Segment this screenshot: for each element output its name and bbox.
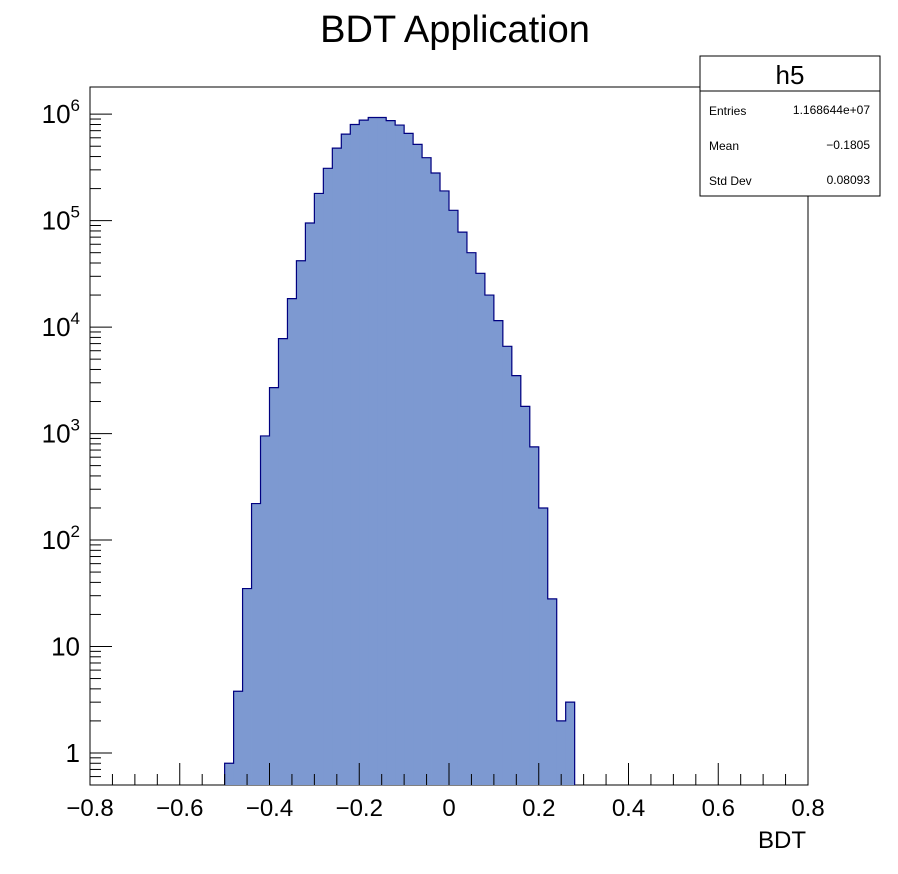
x-tick-label: 0: [442, 795, 455, 822]
histogram-bin: [377, 117, 387, 785]
histogram-bin: [350, 124, 360, 786]
histogram-bin: [359, 120, 369, 786]
histogram-bin: [368, 117, 378, 785]
histogram-bin: [529, 446, 540, 785]
x-axis-label: BDT: [758, 827, 806, 854]
histogram-bin: [413, 144, 423, 785]
histogram-bin: [466, 252, 477, 785]
histogram-bin: [493, 320, 504, 785]
histogram-bin: [422, 157, 432, 785]
y-tick-label: 106: [42, 96, 80, 129]
histogram-bin: [565, 702, 576, 785]
y-tick-label: 1: [66, 738, 80, 768]
histogram-bin: [440, 190, 450, 785]
histogram-bin: [395, 125, 405, 785]
axes: −0.8 −0.6 −0.4 −0.2 0 0.2 0.4 0.6 0.8 1 10 102 103 10…: [42, 96, 825, 822]
x-tick-label: 0.8: [791, 795, 824, 822]
histogram-bin: [251, 503, 261, 785]
stats-stddev-label: Std Dev: [709, 174, 752, 188]
x-tick-label: 0.6: [702, 795, 735, 822]
y-tick-label: 103: [42, 416, 80, 449]
histogram-bin: [233, 691, 243, 785]
stats-entries-value: 1.168644e+07: [793, 103, 870, 117]
histogram-bin: [457, 232, 468, 785]
histogram-bin: [502, 346, 513, 785]
histogram-bin: [305, 223, 315, 785]
stats-mean-value: −0.1805: [826, 138, 870, 152]
histogram-bin: [287, 298, 297, 785]
stats-entries-label: Entries: [709, 104, 746, 118]
histogram-bin: [386, 120, 396, 786]
x-tick-label: 0.4: [612, 795, 645, 822]
y-tick-label: 105: [42, 203, 80, 236]
histogram-bin: [520, 406, 531, 785]
histogram-bin: [323, 168, 333, 785]
histogram-bin: [296, 260, 306, 785]
histogram-bin: [260, 435, 270, 785]
stats-stddev-value: 0.08093: [827, 173, 871, 187]
y-tick-label: 102: [42, 522, 80, 555]
histogram-bin: [538, 507, 549, 785]
histogram-bin: [556, 720, 567, 785]
x-tick-label: −0.6: [156, 795, 203, 822]
histogram-bin: [341, 134, 351, 786]
x-tick-label: 0.2: [522, 795, 555, 822]
histogram-bars: [224, 116, 576, 786]
histogram-outline: [224, 116, 576, 785]
stats-box: h5 Entries 1.168644e+07 Mean −0.1805 Std…: [699, 55, 881, 197]
x-tick-label: −0.4: [246, 795, 293, 822]
histogram-bin: [431, 173, 441, 785]
histogram-bin: [484, 295, 495, 785]
histogram-bin: [475, 273, 486, 785]
histogram-bin: [404, 133, 414, 785]
histogram-bin: [332, 148, 342, 786]
histogram-bin: [314, 193, 324, 785]
histogram-bin: [278, 338, 288, 785]
histogram-bin: [224, 763, 234, 785]
y-tick-label: 104: [42, 309, 80, 342]
stats-mean-label: Mean: [709, 139, 739, 153]
y-tick-label: 10: [51, 631, 80, 661]
x-tick-label: −0.2: [336, 795, 383, 822]
histogram-bin: [511, 375, 522, 785]
histogram-bin: [547, 598, 558, 785]
chart-title: BDT Application: [320, 9, 590, 51]
histogram-bin: [242, 588, 252, 785]
histogram-bin: [269, 387, 279, 785]
histogram-bin: [449, 210, 459, 785]
stats-box-name: h5: [776, 60, 805, 90]
x-tick-label: −0.8: [66, 795, 113, 822]
